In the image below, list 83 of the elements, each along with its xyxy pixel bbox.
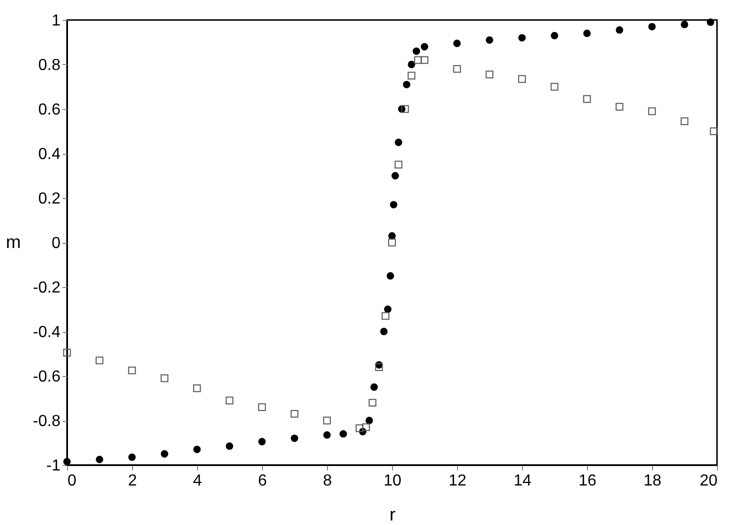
x-axis-title: r — [390, 504, 396, 524]
point — [290, 410, 298, 418]
point — [388, 232, 396, 240]
point — [96, 456, 104, 464]
point — [392, 172, 399, 180]
x-tick-label: 16 — [578, 472, 596, 490]
point — [384, 306, 392, 313]
point — [453, 65, 461, 73]
y-tick-label: -0.4 — [32, 324, 61, 341]
y-tick-label: 0.8 — [38, 57, 61, 74]
point — [420, 43, 428, 50]
point — [226, 396, 234, 404]
x-tick-label: 14 — [514, 472, 532, 490]
point — [648, 107, 656, 116]
y-tick-label: 0.4 — [38, 146, 61, 163]
point — [414, 56, 422, 64]
point — [368, 398, 376, 407]
y-tick-label: -0.6 — [32, 368, 61, 386]
point — [193, 384, 201, 392]
point — [616, 26, 624, 34]
point — [96, 356, 104, 364]
point — [128, 454, 136, 461]
point — [366, 416, 373, 424]
point — [550, 32, 558, 40]
point — [128, 366, 136, 374]
point — [390, 200, 398, 208]
point — [648, 22, 656, 30]
point — [63, 348, 71, 356]
y-tick-label: 0 — [52, 235, 61, 252]
x-tick-label: 20 — [700, 472, 718, 490]
point — [680, 20, 688, 28]
point — [193, 446, 201, 454]
x-tick-label: 4 — [193, 472, 202, 490]
point — [370, 383, 378, 391]
point — [323, 416, 331, 424]
y-tick-label: -0.8 — [32, 413, 61, 430]
point — [382, 312, 390, 320]
x-tick-label: 10 — [384, 472, 402, 490]
x-tick-label: 6 — [258, 472, 268, 490]
y-tick-label: -1 — [46, 458, 61, 474]
point — [394, 138, 402, 146]
point — [518, 75, 526, 83]
point — [380, 328, 388, 336]
point — [486, 70, 494, 78]
point — [258, 403, 266, 412]
point — [160, 374, 168, 382]
point — [408, 72, 416, 80]
point — [420, 56, 428, 64]
point — [402, 80, 410, 88]
point — [412, 47, 420, 55]
point — [616, 102, 624, 111]
point — [408, 60, 416, 68]
point — [518, 34, 526, 42]
point — [706, 18, 714, 26]
point — [386, 272, 394, 280]
point — [340, 430, 347, 438]
x-tick-label: 0 — [68, 472, 76, 490]
point — [401, 105, 409, 113]
x-tick-label: 8 — [323, 472, 332, 490]
y-tick-label: 1 — [52, 12, 61, 30]
point — [550, 82, 558, 91]
point — [388, 238, 396, 246]
point — [680, 117, 688, 126]
point — [160, 450, 168, 458]
x-tick-label: 18 — [644, 472, 662, 490]
y-axis-title: m — [6, 232, 21, 252]
point — [290, 434, 298, 442]
y-tick-label: 0.2 — [38, 190, 61, 208]
point — [453, 40, 461, 48]
x-tick-label: 2 — [128, 472, 138, 490]
point — [486, 36, 494, 44]
point — [323, 431, 331, 439]
x-tick-label: 12 — [448, 472, 466, 490]
point — [356, 424, 364, 432]
y-tick-label: 0.6 — [38, 102, 61, 118]
point — [710, 127, 718, 136]
point — [583, 30, 591, 38]
point — [226, 442, 234, 450]
point — [258, 438, 266, 446]
point — [362, 423, 370, 432]
point — [583, 95, 591, 103]
y-tick-label: -0.2 — [32, 280, 61, 296]
point — [394, 160, 402, 168]
